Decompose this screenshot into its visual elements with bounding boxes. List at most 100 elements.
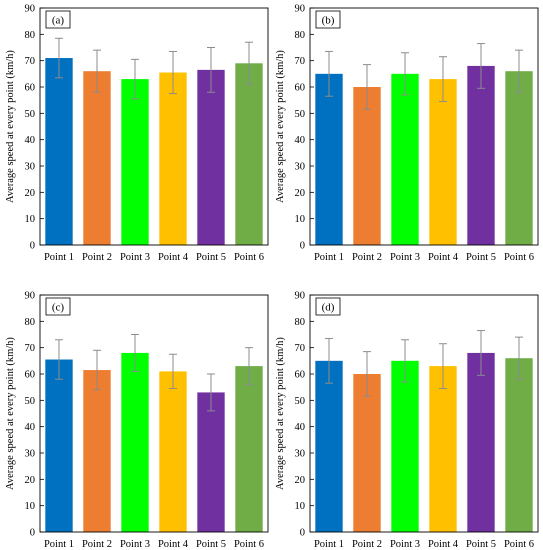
error-bar-2: [363, 64, 371, 110]
x-tick-label: Point 4: [428, 252, 459, 263]
y-tick-label: 10: [25, 501, 36, 512]
error-bar-4: [169, 353, 177, 389]
error-bar-1: [325, 50, 333, 97]
x-tick-label: Point 1: [44, 252, 74, 263]
error-bar-1: [55, 37, 63, 79]
y-tick-label: 60: [25, 370, 36, 381]
error-bar-2: [363, 351, 371, 397]
error-bar-6: [245, 41, 253, 85]
bar-6: [235, 366, 263, 532]
error-bar-5: [207, 47, 215, 93]
panel-label: (a): [45, 10, 71, 29]
x-tick-label: Point 2: [82, 539, 112, 550]
svg-text:(a): (a): [52, 15, 65, 27]
error-bar-3: [401, 339, 409, 383]
x-tick-label: Point 1: [314, 252, 344, 263]
error-bar-6: [515, 49, 523, 93]
y-tick-label: 40: [295, 422, 306, 433]
y-tick-label: 0: [30, 241, 35, 252]
x-tick-label: Point 6: [234, 539, 264, 550]
y-axis-title: Average speed at every point (km/h): [5, 337, 16, 490]
y-tick-label: 30: [295, 449, 306, 460]
x-tick-label: Point 5: [466, 539, 496, 550]
svg-text:(d): (d): [322, 302, 335, 314]
y-tick-label: 70: [295, 343, 306, 354]
bar-6: [505, 71, 533, 245]
x-tick-label: Point 6: [234, 252, 264, 263]
bar-5: [197, 69, 225, 245]
error-bar-6: [245, 347, 253, 386]
bar-3: [121, 352, 149, 532]
error-bar-4: [169, 50, 177, 95]
panel-label: (b): [315, 10, 341, 29]
y-tick-label: 70: [295, 56, 306, 67]
x-tick-label: Point 1: [314, 539, 344, 550]
y-tick-label: 30: [295, 162, 306, 173]
error-bar-4: [439, 343, 447, 389]
error-bar-1: [325, 337, 333, 384]
x-tick-label: Point 3: [390, 539, 420, 550]
x-tick-label: Point 3: [120, 252, 150, 263]
bar-2: [83, 370, 111, 532]
y-tick-label: 70: [25, 343, 36, 354]
y-tick-label: 40: [25, 135, 36, 146]
y-axis-title: Average speed at every point (km/h): [275, 337, 286, 490]
plot-frame: [309, 7, 539, 246]
x-tick-label: Point 4: [158, 539, 189, 550]
y-tick-label: 20: [25, 475, 36, 486]
plot-frame: [39, 7, 269, 246]
x-tick-label: Point 3: [120, 539, 150, 550]
error-bar-2: [93, 49, 101, 93]
x-tick-label: Point 6: [504, 252, 534, 263]
y-tick-label: 50: [25, 396, 36, 407]
bar-2: [353, 87, 381, 245]
x-tick-label: Point 1: [44, 539, 74, 550]
y-tick-label: 0: [300, 528, 305, 539]
y-tick-label: 50: [295, 396, 306, 407]
y-tick-label: 70: [25, 56, 36, 67]
y-axis-title: Average speed at every point (km/h): [5, 50, 16, 203]
y-tick-label: 20: [25, 188, 36, 199]
y-tick-label: 90: [295, 291, 306, 302]
y-tick-label: 0: [300, 241, 305, 252]
bar-2: [353, 374, 381, 532]
x-tick-label: Point 2: [82, 252, 112, 263]
bar-6: [505, 358, 533, 532]
bar-4: [429, 366, 457, 532]
panel-2: Point 1 Point 2 Point 3 Point 4 Point 5 Point…: [5, 291, 269, 550]
bar-3: [391, 360, 419, 532]
x-tick-label: Point 2: [352, 252, 382, 263]
y-tick-label: 90: [25, 291, 36, 302]
panel-3: Point 1 Point 2 Point 3 Point 4 Point 5 Point…: [275, 291, 539, 550]
x-tick-label: Point 5: [466, 252, 496, 263]
y-tick-label: 10: [295, 501, 306, 512]
panel-label: (c): [45, 297, 71, 316]
y-tick-label: 80: [25, 30, 36, 41]
y-tick-label: 60: [295, 83, 306, 94]
x-tick-label: Point 2: [352, 539, 382, 550]
y-tick-label: 50: [295, 109, 306, 120]
y-tick-label: 0: [30, 528, 35, 539]
error-bar-3: [131, 58, 139, 100]
y-tick-label: 20: [295, 188, 306, 199]
y-tick-label: 80: [295, 30, 306, 41]
y-tick-label: 90: [295, 4, 306, 15]
plot-frame: [39, 294, 269, 533]
x-tick-label: Point 4: [428, 539, 459, 550]
panel-1: Point 1 Point 2 Point 3 Point 4 Point 5 Point…: [275, 4, 539, 263]
bar-1: [315, 360, 343, 532]
y-tick-label: 80: [295, 317, 306, 328]
bar-5: [467, 352, 495, 532]
error-bar-6: [515, 336, 523, 380]
bar-2: [83, 71, 111, 245]
y-axis-title: Average speed at every point (km/h): [275, 50, 286, 203]
y-tick-label: 20: [295, 475, 306, 486]
y-tick-label: 10: [25, 214, 36, 225]
error-bar-5: [207, 373, 215, 412]
bar-4: [429, 79, 457, 245]
y-tick-label: 40: [25, 422, 36, 433]
error-bar-1: [55, 339, 63, 380]
error-bar-4: [439, 56, 447, 102]
panel-label: (d): [315, 297, 341, 316]
